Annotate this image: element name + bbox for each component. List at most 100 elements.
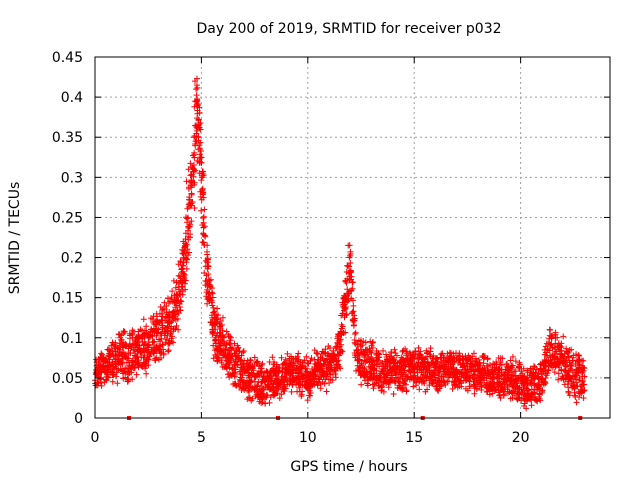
data-point xyxy=(576,362,583,369)
data-point xyxy=(563,363,570,370)
data-point xyxy=(391,360,398,367)
data-point xyxy=(226,364,233,371)
data-point xyxy=(393,365,400,372)
data-point xyxy=(183,265,190,272)
data-point xyxy=(455,369,462,376)
data-point xyxy=(345,242,352,249)
data-point xyxy=(195,146,202,153)
data-point xyxy=(539,367,546,374)
data-point xyxy=(513,395,520,402)
data-point xyxy=(206,277,213,284)
data-point xyxy=(178,269,185,276)
data-point xyxy=(150,350,157,357)
data-point xyxy=(247,356,254,363)
data-point xyxy=(132,352,139,359)
data-point xyxy=(518,386,525,393)
data-point xyxy=(239,349,246,356)
data-point xyxy=(113,373,120,380)
data-point xyxy=(406,349,413,356)
data-point xyxy=(161,306,168,313)
data-point xyxy=(174,315,181,322)
data-point xyxy=(466,383,473,390)
data-point xyxy=(514,383,521,390)
data-point xyxy=(524,382,531,389)
data-point xyxy=(177,297,184,304)
data-point xyxy=(560,375,567,382)
data-point xyxy=(220,342,227,349)
data-point xyxy=(251,354,258,361)
data-point xyxy=(317,362,324,369)
data-point xyxy=(392,359,399,366)
data-point xyxy=(327,345,334,352)
data-point xyxy=(198,207,205,214)
data-point xyxy=(225,331,232,338)
data-point xyxy=(195,133,202,140)
data-point xyxy=(500,392,507,399)
data-point xyxy=(163,309,170,316)
data-point xyxy=(221,334,228,341)
data-point xyxy=(273,369,280,376)
data-point xyxy=(344,286,351,293)
data-point xyxy=(252,393,259,400)
data-point xyxy=(406,363,413,370)
data-point xyxy=(428,375,435,382)
data-point xyxy=(157,304,164,311)
data-point xyxy=(183,178,190,185)
data-point xyxy=(407,368,414,375)
data-point xyxy=(299,381,306,388)
data-point xyxy=(170,339,177,346)
data-point xyxy=(163,336,170,343)
data-point xyxy=(428,371,435,378)
data-point xyxy=(191,132,198,139)
data-point xyxy=(343,279,350,286)
data-point xyxy=(186,249,192,256)
data-point xyxy=(137,326,144,333)
data-point xyxy=(158,330,165,337)
data-point xyxy=(227,337,234,344)
data-point xyxy=(225,360,232,367)
data-point xyxy=(254,373,261,380)
data-point xyxy=(208,285,215,292)
data-point xyxy=(195,102,202,109)
data-point xyxy=(396,382,403,389)
data-point xyxy=(486,384,493,391)
data-point xyxy=(436,368,443,375)
data-point xyxy=(163,303,170,309)
data-point xyxy=(227,344,234,351)
data-point xyxy=(435,372,442,379)
data-point xyxy=(364,380,371,387)
data-point xyxy=(401,378,408,385)
data-point xyxy=(126,330,133,337)
data-point xyxy=(184,252,191,259)
data-point xyxy=(380,388,387,395)
data-point xyxy=(426,362,433,369)
data-point xyxy=(565,367,572,374)
data-point xyxy=(119,349,126,356)
y-tick-label: 0.15 xyxy=(52,291,83,307)
data-point xyxy=(223,328,230,335)
data-point xyxy=(170,277,177,284)
data-point xyxy=(217,318,224,325)
data-point xyxy=(480,360,487,367)
data-point xyxy=(338,325,345,332)
data-point xyxy=(342,278,349,285)
data-point xyxy=(238,352,245,359)
data-point xyxy=(412,379,419,386)
data-point xyxy=(207,294,214,301)
data-point xyxy=(106,346,113,353)
data-point xyxy=(407,360,414,367)
data-point xyxy=(177,258,184,265)
data-point xyxy=(234,342,241,349)
data-point xyxy=(575,352,582,359)
data-point xyxy=(471,390,478,397)
data-point xyxy=(403,373,410,380)
data-point xyxy=(332,374,339,381)
data-point xyxy=(135,357,142,364)
data-point xyxy=(432,377,439,384)
data-point xyxy=(169,288,176,295)
data-point xyxy=(307,381,314,388)
y-tick-label: 0.1 xyxy=(61,331,83,347)
data-point xyxy=(134,339,141,346)
data-point xyxy=(115,331,122,338)
data-point xyxy=(172,311,179,318)
